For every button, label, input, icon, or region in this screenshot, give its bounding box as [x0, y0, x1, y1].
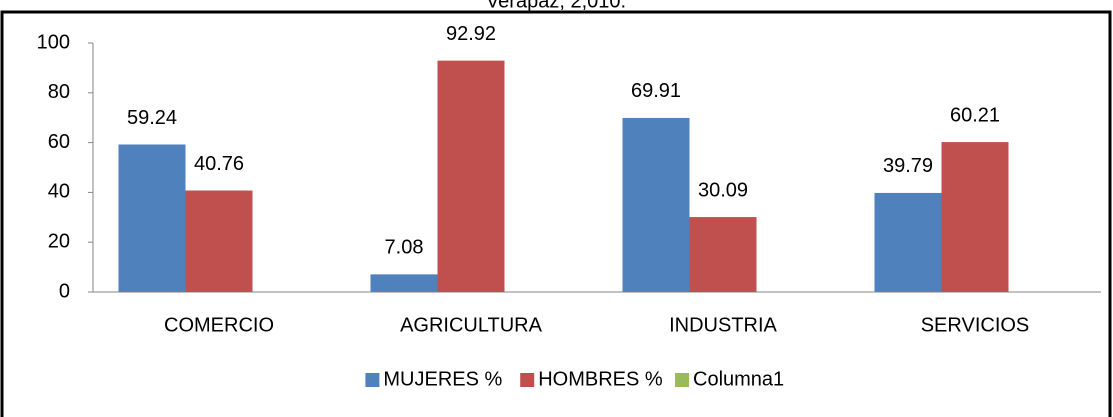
x-tick-label: SERVICIOS [921, 314, 1030, 336]
bar [874, 192, 942, 292]
legend-label: Columna1 [693, 368, 784, 390]
data-label: 30.09 [698, 179, 748, 201]
y-tick-label: 0 [59, 280, 70, 302]
bar [437, 60, 505, 293]
bar [689, 217, 757, 292]
data-label: 7.08 [385, 237, 424, 259]
data-label: 69.91 [631, 80, 681, 102]
x-tick-label: AGRICULTURA [400, 314, 543, 336]
legend-label: MUJERES % [383, 368, 502, 390]
bar [941, 142, 1009, 292]
legend-swatch [365, 373, 380, 387]
legend-swatch [520, 373, 535, 387]
data-label: 92.92 [446, 23, 496, 45]
bar [118, 144, 186, 292]
y-tick-label: 60 [48, 131, 70, 153]
bar [622, 117, 690, 292]
chart-title: Verapaz, 2,010. [486, 0, 626, 12]
bar [370, 274, 438, 292]
y-tick-label: 100 [37, 31, 70, 53]
data-label: 40.76 [194, 153, 244, 175]
data-label: 60.21 [950, 104, 1000, 126]
legend-label: HOMBRES % [538, 368, 663, 390]
data-label: 59.24 [127, 107, 177, 129]
y-tick-label: 40 [48, 181, 70, 203]
legend-swatch [675, 373, 689, 387]
data-label: 39.79 [883, 155, 933, 177]
x-tick-label: INDUSTRIA [669, 314, 777, 336]
bar [185, 190, 253, 292]
x-tick-label: COMERCIO [164, 314, 274, 336]
y-tick-label: 20 [48, 230, 70, 252]
y-tick-label: 80 [48, 81, 70, 103]
